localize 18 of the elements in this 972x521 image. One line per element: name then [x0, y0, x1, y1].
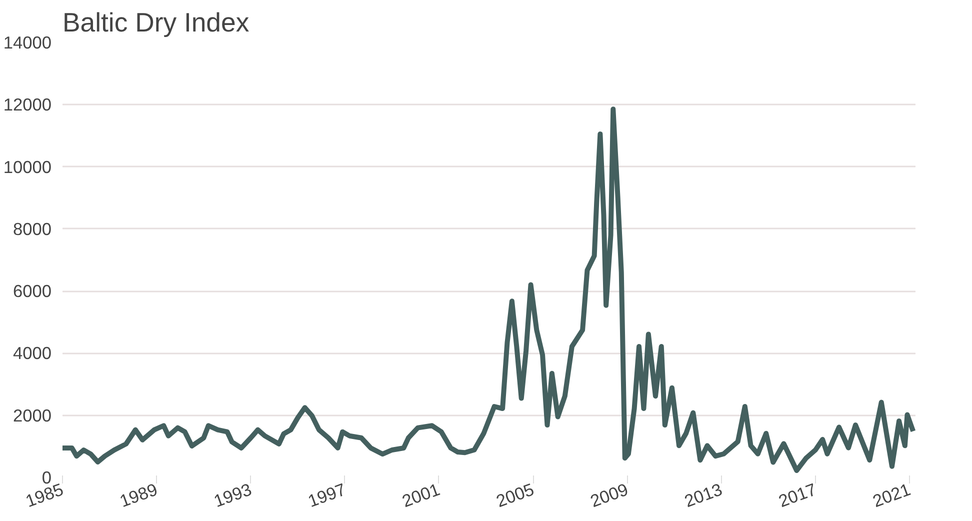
x-tick-label: 2005 [493, 479, 537, 512]
x-tick-label: 1997 [305, 479, 348, 512]
y-tick-label: 12000 [3, 94, 52, 115]
x-tick-label: 2009 [588, 479, 631, 512]
y-tick-label: 8000 [12, 218, 52, 239]
y-tick-label: 10000 [3, 156, 52, 177]
x-tick-label: 1989 [116, 479, 160, 512]
x-tick-label: 2013 [682, 479, 725, 512]
y-tick-label: 0 [42, 468, 52, 488]
x-tick-label: 1993 [211, 479, 254, 512]
y-tick-label: 2000 [12, 405, 52, 426]
chart-title: Baltic Dry Index [62, 8, 250, 38]
x-tick-label: 2001 [399, 479, 442, 512]
y-tick-label: 14000 [3, 32, 52, 52]
y-tick-label: 4000 [12, 343, 52, 364]
x-tick-label: 2017 [776, 479, 819, 512]
y-tick-label: 6000 [12, 281, 52, 302]
x-tick-label: 2021 [870, 479, 914, 512]
